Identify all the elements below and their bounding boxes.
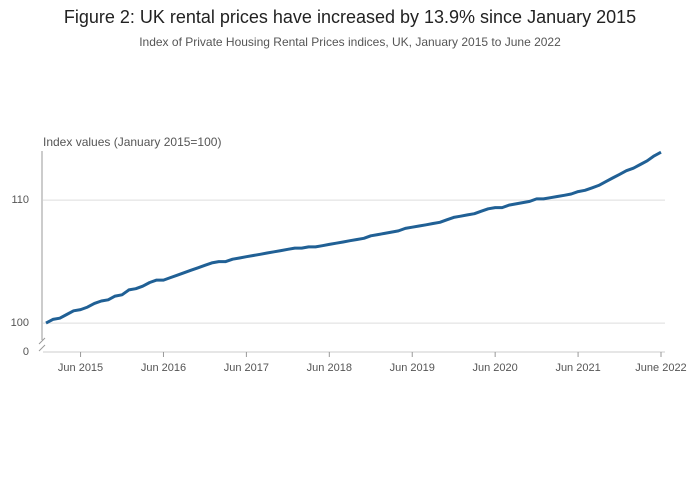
x-tick-label: June 2022 xyxy=(635,362,686,374)
x-tick-label: Jun 2021 xyxy=(555,362,600,374)
x-tick-label: Jun 2018 xyxy=(307,362,352,374)
x-tick-label: Jun 2019 xyxy=(390,362,435,374)
chart-title: Figure 2: UK rental prices have increase… xyxy=(64,7,636,27)
chart-subtitle: Index of Private Housing Rental Prices i… xyxy=(139,35,561,49)
axis-break xyxy=(38,337,46,345)
x-tick-label: Jun 2015 xyxy=(58,362,103,374)
x-tick-label: Jun 2020 xyxy=(473,362,518,374)
y-tick-label: 110 xyxy=(11,194,29,206)
y-tick-label: 0 xyxy=(23,346,29,358)
axis-break xyxy=(38,344,46,352)
y-axis-label: Index values (January 2015=100) xyxy=(43,135,221,149)
x-tick-label: Jun 2016 xyxy=(141,362,186,374)
y-tick-label: 100 xyxy=(11,317,29,329)
x-tick-label: Jun 2017 xyxy=(224,362,269,374)
line-series xyxy=(45,150,662,325)
